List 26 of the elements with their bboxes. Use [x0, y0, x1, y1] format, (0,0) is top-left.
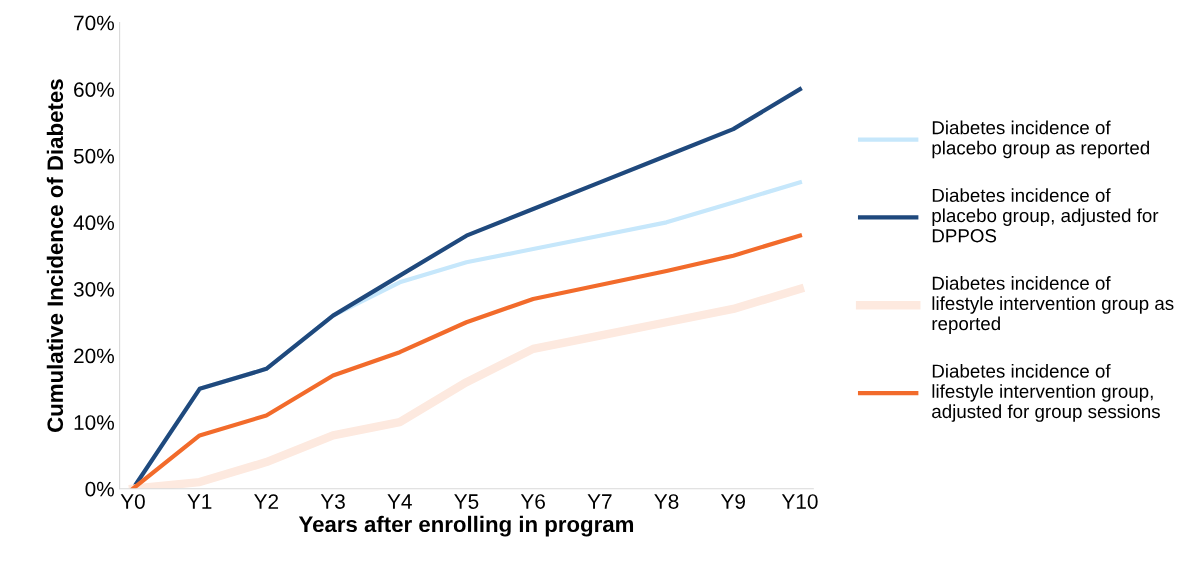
- x-tick-label: Y1: [187, 494, 212, 509]
- y-tick-label: 40%: [73, 215, 114, 231]
- x-axis-title: Years after enrolling in program: [298, 515, 634, 537]
- y-tick-label: 50%: [73, 148, 114, 164]
- x-tick-label: Y10: [781, 494, 818, 509]
- x-tick-label: Y6: [520, 494, 545, 509]
- y-tick-label: 60%: [74, 82, 114, 97]
- legend-label: Diabetes incidence of placebo group, adjusted for DPPOS: [932, 188, 1159, 243]
- x-tick-label: Y9: [720, 494, 745, 509]
- x-tick-label: Y8: [654, 494, 679, 509]
- x-tick-label: Y5: [454, 494, 479, 509]
- x-tick-label: Y4: [387, 494, 412, 509]
- x-tick-label: Y0: [120, 494, 145, 509]
- legend-label: Diabetes incidence of lifestyle intervention group as reported: [932, 276, 1174, 334]
- y-tick-label: 10%: [74, 415, 114, 430]
- y-axis-title: Cumulative Incidence of Diabetes: [46, 79, 64, 432]
- y-tick-label: 30%: [73, 281, 114, 297]
- y-tick-label: 70%: [74, 15, 114, 31]
- line-series: [130, 233, 803, 489]
- x-tick-label: Y2: [254, 494, 279, 509]
- y-tick-label: 0%: [85, 481, 114, 497]
- legend-label: Diabetes incidence of lifestyle intervention group, adjusted for group sessions: [932, 363, 1160, 422]
- x-tick-label: Y3: [320, 494, 345, 509]
- x-tick-label: Y7: [587, 494, 612, 509]
- y-tick-label: 20%: [74, 348, 114, 364]
- legend-label: Diabetes incidence of placebo group as reported: [932, 120, 1149, 159]
